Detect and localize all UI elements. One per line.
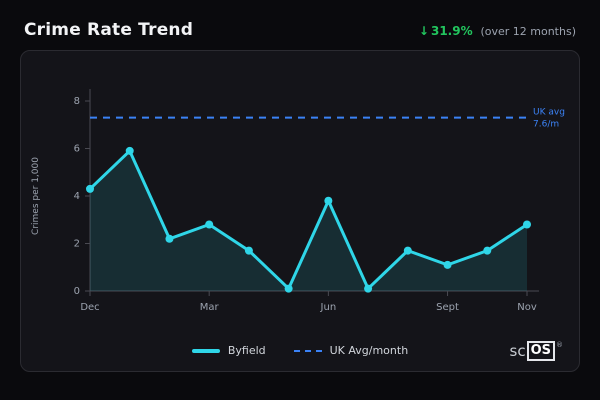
svg-text:Mar: Mar — [200, 302, 220, 313]
svg-text:Sept: Sept — [436, 302, 459, 313]
svg-text:Dec: Dec — [80, 302, 99, 313]
scos-logo: sc OS ® — [510, 341, 563, 361]
page-title: Crime Rate Trend — [24, 20, 194, 40]
legend-item-uk-avg[interactable]: UK Avg/month — [293, 344, 409, 357]
header: Crime Rate Trend ↓ 31.9% (over 12 months) — [0, 0, 600, 50]
logo-box: OS — [526, 341, 555, 361]
logo-prefix: sc — [509, 342, 526, 360]
legend-item-byfield[interactable]: Byfield — [191, 344, 266, 357]
chart-card: 0 2 4 6 8 Crimes per 1,000 Dec Mar Jun Sept Nov UK … — [20, 50, 580, 372]
uk-avg-dashed-swatch-icon — [293, 349, 322, 352]
svg-text:Nov: Nov — [517, 302, 537, 313]
crime-trend-chart: 0 2 4 6 8 Crimes per 1,000 Dec Mar Jun Sept Nov UK … — [31, 89, 565, 313]
delta-value: 31.9% — [430, 24, 473, 38]
delta-note: (over 12 months) — [480, 25, 576, 38]
down-arrow-icon: ↓ — [418, 24, 429, 38]
byfield-line-swatch-icon — [191, 348, 220, 353]
svg-text:Crimes per 1,000: Crimes per 1,000 — [31, 157, 41, 235]
registered-mark-icon: ® — [556, 341, 563, 349]
svg-text:6: 6 — [74, 144, 80, 155]
trend-stat: ↓ 31.9% (over 12 months) — [419, 24, 576, 38]
svg-text:UK avg: UK avg — [533, 108, 565, 118]
svg-text:2: 2 — [74, 239, 80, 250]
chart-legend: Byfield UK Avg/month — [21, 344, 579, 357]
svg-text:4: 4 — [74, 191, 80, 202]
svg-text:Jun: Jun — [320, 302, 337, 313]
legend-label: UK Avg/month — [329, 344, 409, 357]
svg-text:8: 8 — [74, 96, 80, 107]
svg-text:0: 0 — [74, 286, 80, 297]
legend-label: Byfield — [227, 344, 266, 357]
svg-text:7.6/m: 7.6/m — [533, 120, 559, 130]
